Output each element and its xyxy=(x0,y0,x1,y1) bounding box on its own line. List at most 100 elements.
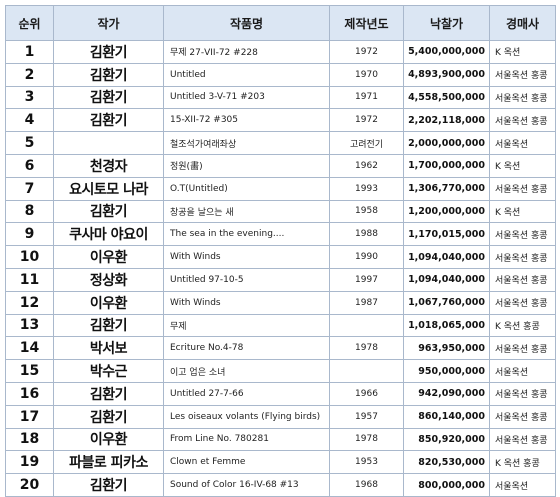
cell-house: 서울옥션 홍콩 xyxy=(489,381,556,406)
table-row: 10 이우환 With Winds 1990 1,094,040,000 서울옥션 홍콩 xyxy=(5,245,556,269)
cell-house: K 옥션 홍콩 xyxy=(489,313,556,338)
cell-work: Untitled 97-10-5 xyxy=(163,267,330,292)
cell-year: 1966 xyxy=(329,381,404,406)
cell-rank: 9 xyxy=(5,222,54,247)
auction-results-table: 순위 작가 작품명 제작년도 낙찰가 경매사 1 김환기 무제 27-VII-72 … xyxy=(5,5,556,497)
table-row: 14 박서보 Ecriture No.4-78 1978 963,950,000 서울옥션… xyxy=(5,336,556,361)
auction-table-container: 순위 작가 작품명 제작년도 낙찰가 경매사 1 김환기 무제 27-VII-72 … xyxy=(5,5,556,497)
cell-year: 1962 xyxy=(329,153,404,178)
cell-year: 1968 xyxy=(329,473,404,497)
cell-price: 1,067,760,000 xyxy=(403,290,490,315)
cell-work: 15-XII-72 #305 xyxy=(163,108,330,133)
cell-price: 1,094,040,000 xyxy=(403,267,490,292)
cell-work: Clown et Femme xyxy=(163,450,330,475)
cell-work: Sound of Color 16-IV-68 #13 xyxy=(163,473,330,497)
cell-price: 1,200,000,000 xyxy=(403,199,490,224)
cell-price: 963,950,000 xyxy=(403,336,490,361)
cell-rank: 13 xyxy=(5,313,54,338)
cell-artist: 박서보 xyxy=(53,336,164,361)
table-row: 18 이우환 From Line No. 780281 1978 850,920,000… xyxy=(5,427,556,452)
table-row: 8 김환기 창공을 날으는 새 1958 1,200,000,000 K 옥션 xyxy=(5,199,556,224)
cell-artist: 이우환 xyxy=(53,427,164,452)
cell-work: From Line No. 780281 xyxy=(163,427,330,452)
cell-artist: 파블로 피카소 xyxy=(53,450,164,475)
cell-house: 서울옥션 홍콩 xyxy=(489,176,556,201)
cell-artist: 쿠사마 야요이 xyxy=(53,222,164,247)
table-row: 13 김환기 무제 1,018,065,000 K 옥션 홍콩 xyxy=(5,313,556,338)
cell-year: 1978 xyxy=(329,336,404,361)
cell-year: 1970 xyxy=(329,62,404,87)
table-row: 16 김환기 Untitled 27-7-66 1966 942,090,000 서울옥션… xyxy=(5,381,556,406)
cell-house: 서울옥션 홍콩 xyxy=(489,245,556,269)
table-row: 7 요시토모 나라 O.T(Untitled) 1993 1,306,770,000 서울… xyxy=(5,176,556,201)
cell-price: 2,000,000,000 xyxy=(403,131,490,155)
cell-price: 800,000,000 xyxy=(403,473,490,497)
cell-year xyxy=(329,359,404,383)
table-row: 2 김환기 Untitled 1970 4,893,900,000 서울옥션 홍콩 xyxy=(5,62,556,87)
table-row: 11 정상화 Untitled 97-10-5 1997 1,094,040,000 서울… xyxy=(5,267,556,292)
cell-artist: 김환기 xyxy=(53,199,164,224)
cell-house: 서울옥션 xyxy=(489,131,556,155)
cell-work: With Winds xyxy=(163,290,330,315)
cell-price: 950,000,000 xyxy=(403,359,490,383)
cell-price: 2,202,118,000 xyxy=(403,108,490,133)
cell-price: 4,558,500,000 xyxy=(403,85,490,110)
cell-year: 1972 xyxy=(329,108,404,133)
cell-artist: 김환기 xyxy=(53,404,164,429)
cell-artist: 김환기 xyxy=(53,108,164,133)
cell-house: 서울옥션 xyxy=(489,359,556,383)
cell-artist: 정상화 xyxy=(53,267,164,292)
cell-rank: 3 xyxy=(5,85,54,110)
cell-artist xyxy=(53,131,164,155)
cell-rank: 15 xyxy=(5,359,54,383)
cell-price: 820,530,000 xyxy=(403,450,490,475)
cell-price: 1,018,065,000 xyxy=(403,313,490,338)
cell-work: 무제 xyxy=(163,313,330,338)
cell-rank: 19 xyxy=(5,450,54,475)
cell-year: 1972 xyxy=(329,40,404,64)
cell-work: With Winds xyxy=(163,245,330,269)
cell-year: 1957 xyxy=(329,404,404,429)
cell-rank: 16 xyxy=(5,381,54,406)
cell-price: 942,090,000 xyxy=(403,381,490,406)
cell-year: 고려전기 xyxy=(329,131,404,155)
cell-rank: 7 xyxy=(5,176,54,201)
cell-house: 서울옥션 홍콩 xyxy=(489,404,556,429)
cell-year: 1971 xyxy=(329,85,404,110)
cell-year: 1997 xyxy=(329,267,404,292)
cell-rank: 6 xyxy=(5,153,54,178)
table-header: 순위 작가 작품명 제작년도 낙찰가 경매사 xyxy=(5,5,556,41)
table-row: 9 쿠사마 야요이 The sea in the evening.... 1988 1,… xyxy=(5,222,556,247)
cell-price: 5,400,000,000 xyxy=(403,40,490,64)
cell-year: 1987 xyxy=(329,290,404,315)
table-row: 15 박수근 이고 업은 소녀 950,000,000 서울옥션 xyxy=(5,359,556,383)
header-year: 제작년도 xyxy=(329,5,404,41)
cell-artist: 김환기 xyxy=(53,40,164,64)
cell-house: 서울옥션 홍콩 xyxy=(489,85,556,110)
header-artist: 작가 xyxy=(53,5,164,41)
cell-year xyxy=(329,313,404,338)
cell-price: 4,893,900,000 xyxy=(403,62,490,87)
cell-house: 서울옥션 xyxy=(489,473,556,497)
table-row: 6 천경자 정원(畵) 1962 1,700,000,000 K 옥션 xyxy=(5,153,556,178)
header-price: 낙찰가 xyxy=(403,5,490,41)
cell-house: 서울옥션 홍콩 xyxy=(489,427,556,452)
cell-price: 1,170,015,000 xyxy=(403,222,490,247)
cell-house: K 옥션 xyxy=(489,153,556,178)
cell-artist: 천경자 xyxy=(53,153,164,178)
cell-rank: 12 xyxy=(5,290,54,315)
cell-year: 1993 xyxy=(329,176,404,201)
cell-year: 1988 xyxy=(329,222,404,247)
cell-artist: 김환기 xyxy=(53,381,164,406)
cell-work: 철조석가여래좌상 xyxy=(163,131,330,155)
cell-work: The sea in the evening.... xyxy=(163,222,330,247)
header-row: 순위 작가 작품명 제작년도 낙찰가 경매사 xyxy=(5,5,556,41)
cell-year: 1978 xyxy=(329,427,404,452)
cell-price: 1,094,040,000 xyxy=(403,245,490,269)
cell-rank: 17 xyxy=(5,404,54,429)
cell-work: 이고 업은 소녀 xyxy=(163,359,330,383)
cell-year: 1953 xyxy=(329,450,404,475)
cell-artist: 요시토모 나라 xyxy=(53,176,164,201)
cell-work: O.T(Untitled) xyxy=(163,176,330,201)
cell-work: Untitled 27-7-66 xyxy=(163,381,330,406)
